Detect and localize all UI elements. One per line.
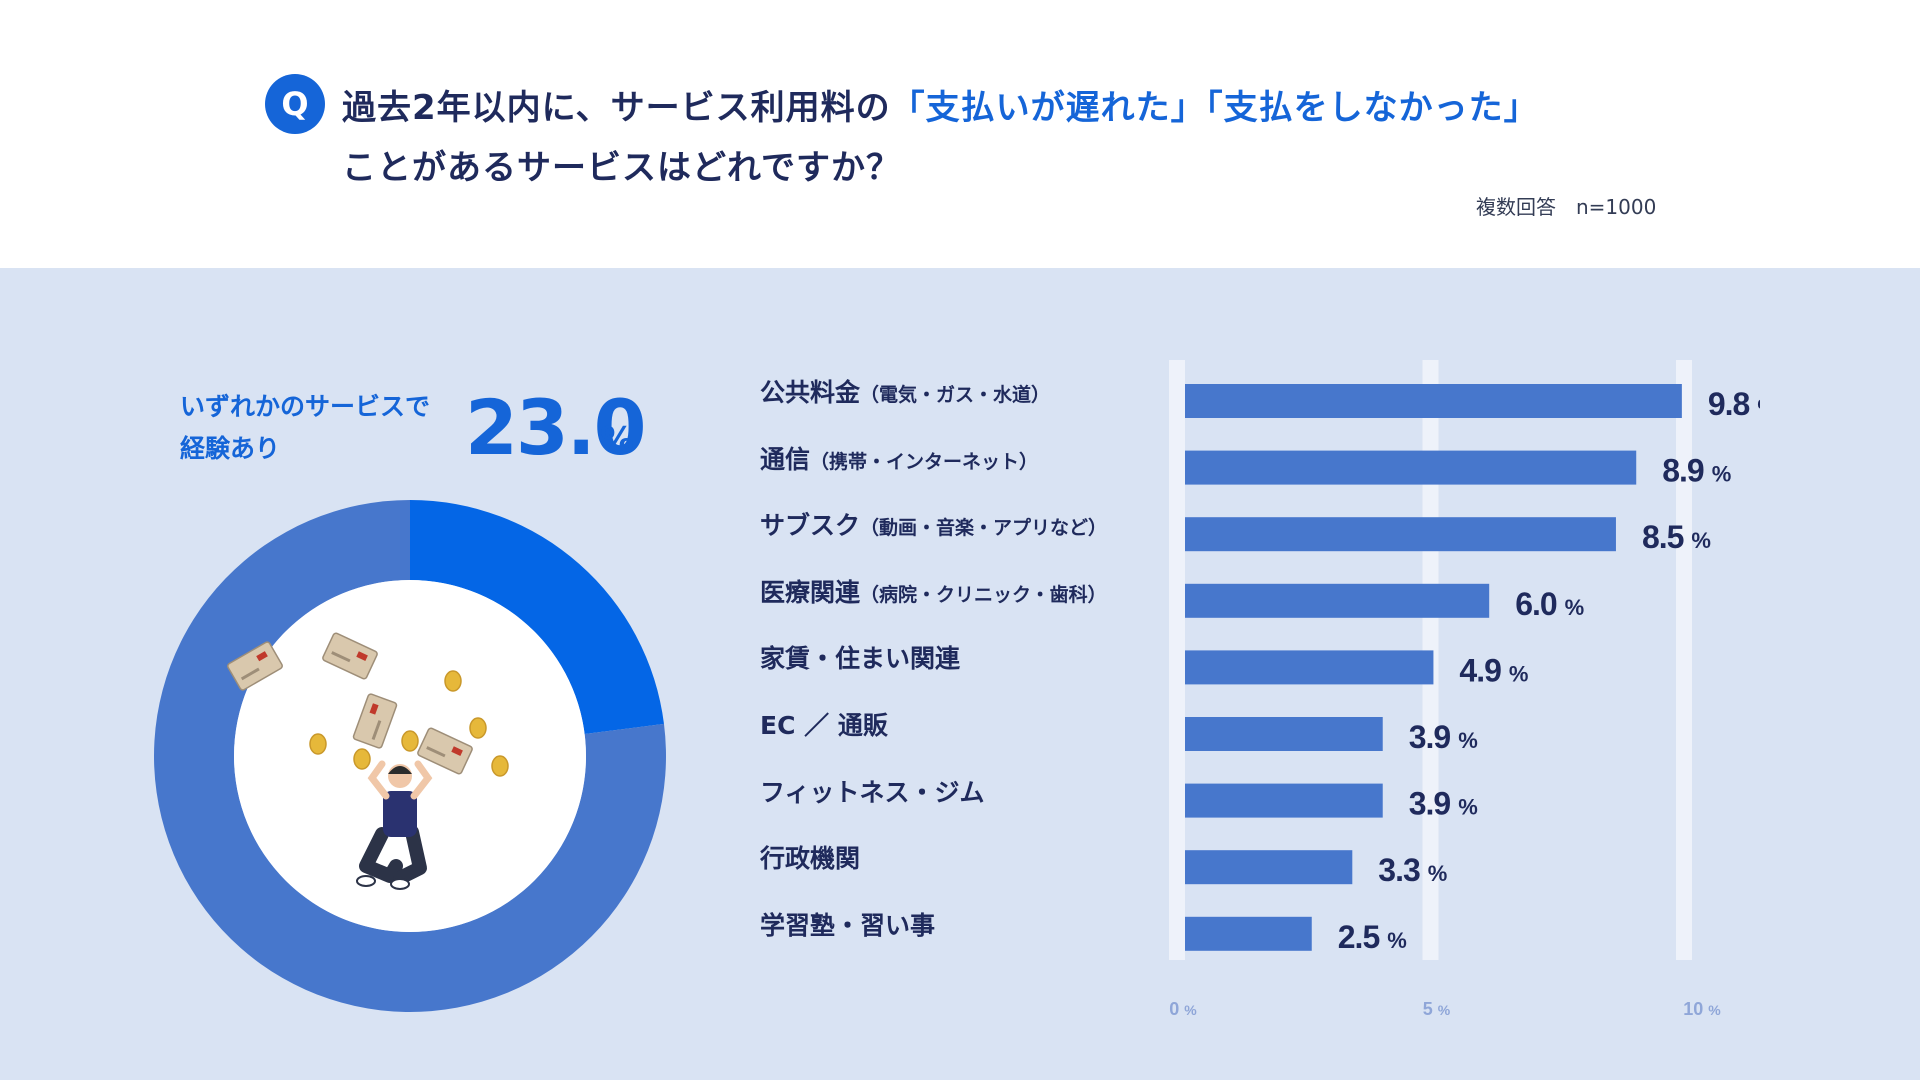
bar-value-label: 9.8%	[1708, 386, 1760, 422]
bar-value-label: 8.9%	[1662, 453, 1730, 489]
bar-value-label: 4.9%	[1459, 652, 1527, 688]
category-label: 家賃・住まい関連	[760, 644, 960, 674]
question-text-a: 過去2年以内に、サービス利用料の	[342, 88, 891, 128]
category-label: サブスク（動画・音楽・アプリなど）	[760, 511, 1107, 543]
category-main: 行政機関	[760, 844, 861, 874]
category-main: 通信	[760, 444, 811, 474]
donut-hole	[234, 580, 586, 932]
category-sub: （動画・音楽・アプリなど）	[860, 517, 1108, 540]
bar	[1185, 517, 1616, 552]
sample-note: 複数回答 n=1000	[1476, 195, 1657, 219]
bar	[1185, 850, 1353, 885]
bar	[1185, 650, 1434, 685]
bar-value-label: 3.9%	[1409, 786, 1477, 822]
donut-slice	[410, 500, 664, 734]
question-highlight: 「支払いが遅れた」「支払をしなかった」	[890, 88, 1539, 128]
category-main: 医療関連	[760, 577, 861, 607]
category-label: 医療関連（病院・クリニック・歯科）	[760, 578, 1107, 610]
coin-icon	[491, 755, 509, 777]
bar	[1185, 450, 1637, 485]
header: Q 過去2年以内に、サービス利用料の「支払いが遅れた」「支払をしなかった」 こと…	[0, 0, 1920, 268]
falling-money-illustration	[227, 632, 509, 890]
bar	[1185, 717, 1383, 751]
category-label: EC ／ 通販	[760, 711, 888, 741]
coin-icon	[444, 670, 462, 692]
category-main: 学習塾・習い事	[760, 910, 936, 940]
category-main: 家賃・住まい関連	[760, 644, 961, 674]
category-label: 公共料金（電気・ガス・水道）	[760, 378, 1050, 410]
x-tick-label: 10%	[1683, 999, 1721, 1019]
category-main: サブスク	[760, 511, 861, 541]
category-sub: （携帯・インターネット）	[810, 450, 1039, 473]
bar-value-label: 8.5%	[1642, 519, 1710, 555]
bar-value-label: 3.9%	[1409, 719, 1477, 755]
bar-chart: 0%5%10%9.8%8.9%8.5%6.0%4.9%3.9%3.9%3.3%2…	[760, 350, 1760, 1030]
category-label: 学習塾・習い事	[760, 911, 935, 941]
summary-label-line1: いずれかのサービスで	[180, 392, 431, 421]
donut-slice	[154, 500, 666, 1012]
bill-icon	[417, 727, 473, 775]
question-line-2: ことがあるサービスはどれですか？	[342, 148, 901, 188]
category-main: フィットネス・ジム	[760, 777, 985, 807]
category-label: 通信（携帯・インターネット）	[760, 445, 1038, 477]
bar	[1185, 916, 1312, 951]
category-sub: （電気・ガス・水道）	[860, 384, 1051, 406]
coin-icon	[353, 748, 371, 770]
bar-value-label: 6.0%	[1515, 586, 1583, 622]
coin-icon	[469, 717, 487, 739]
donut-chart	[154, 500, 666, 1012]
category-main: EC ／ 通販	[760, 711, 888, 740]
coin-icon	[401, 730, 419, 752]
question-line-1: 過去2年以内に、サービス利用料の「支払いが遅れた」「支払をしなかった」	[342, 80, 1539, 129]
summary-unit: %	[600, 420, 635, 460]
x-tick-label: 0%	[1169, 999, 1197, 1019]
question-badge: Q	[265, 74, 325, 134]
bill-icon	[352, 693, 398, 749]
person-illustration	[356, 760, 433, 890]
bar-chart-svg: 0%5%10%9.8%8.9%8.5%6.0%4.9%3.9%3.9%3.3%2…	[1169, 360, 1760, 1019]
bar	[1185, 384, 1682, 418]
category-main: 公共料金	[760, 378, 861, 407]
x-tick-label: 5%	[1423, 999, 1451, 1019]
bar	[1185, 583, 1490, 618]
summary-value: 23.0	[465, 383, 647, 472]
bill-icon	[227, 641, 283, 691]
bar	[1185, 783, 1383, 818]
summary-label-line2: 経験あり	[180, 434, 281, 463]
bill-icon	[322, 632, 378, 680]
category-label: 行政機関	[760, 844, 860, 874]
category-label: フィットネス・ジム	[760, 778, 985, 808]
summary-label: いずれかのサービスで 経験あり	[180, 386, 470, 470]
bar-value-label: 2.5%	[1338, 919, 1406, 955]
category-sub: （病院・クリニック・歯科）	[860, 583, 1107, 606]
grid-band	[1676, 360, 1692, 960]
coin-icon	[309, 733, 327, 755]
grid-band	[1169, 360, 1185, 960]
